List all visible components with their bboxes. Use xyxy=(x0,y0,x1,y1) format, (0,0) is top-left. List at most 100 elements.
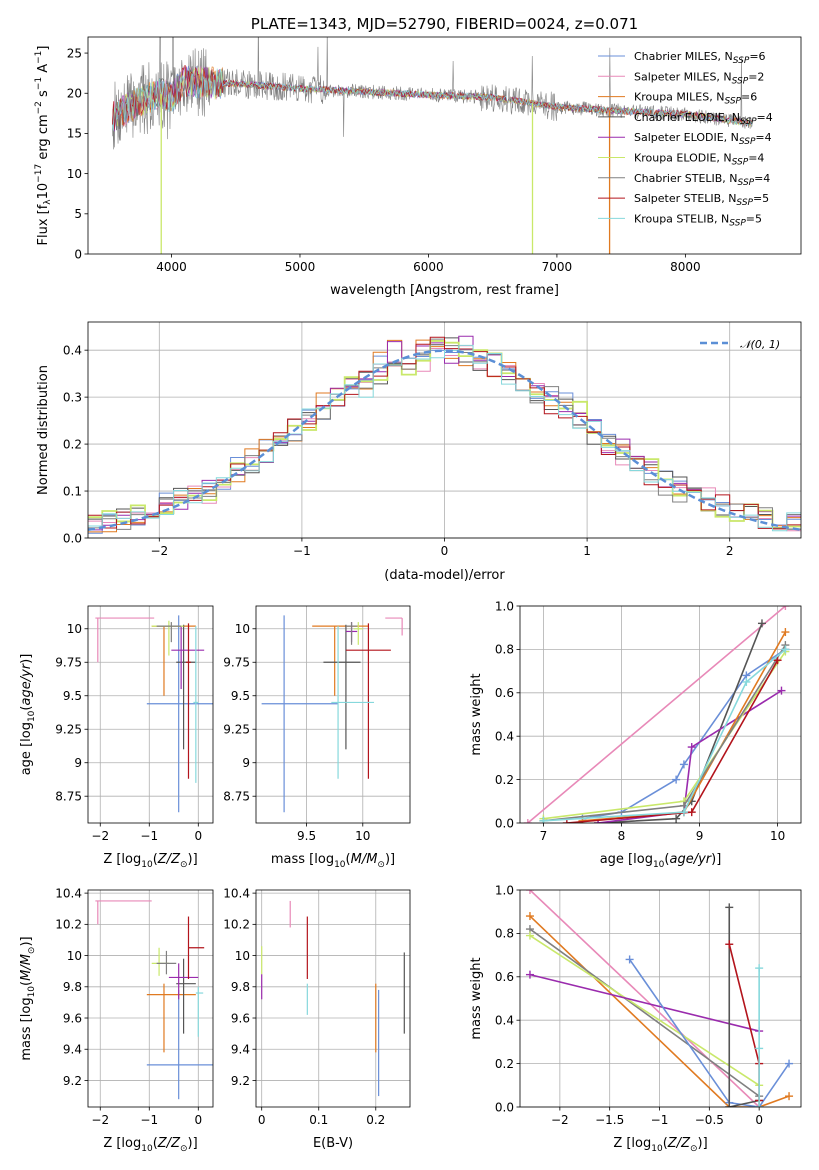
label-part: −17 xyxy=(34,164,44,183)
weight-line xyxy=(529,890,760,1107)
x-tick-label: 0 xyxy=(194,829,202,843)
y-tick-label: 10 xyxy=(67,949,82,963)
axes-residuals: −2 −1 0 1 2 0.0 0.1 0.2 0.3 0.4 (data-model)/error… xyxy=(36,321,802,583)
label-part: mass [log xyxy=(19,997,34,1060)
weight-line xyxy=(527,606,786,823)
label-part: ( xyxy=(19,706,34,711)
weight-line xyxy=(628,958,790,1107)
label-part: =4 xyxy=(755,131,771,144)
label-part: ⊙ xyxy=(690,1144,698,1154)
label-part: SSP xyxy=(732,158,749,168)
label-part: ( xyxy=(663,1136,668,1151)
y-tick-label: 10.4 xyxy=(55,886,82,900)
label-part: −1 xyxy=(34,77,44,90)
x-tick-label: −2 xyxy=(91,829,109,843)
label-part: Z [log xyxy=(103,852,141,867)
label-part: =4 xyxy=(754,172,770,185)
y-tick-label: 0.2 xyxy=(495,1057,514,1071)
x-tick-label: 5000 xyxy=(285,260,316,274)
y-tick-label: 0.0 xyxy=(63,531,82,545)
label-part: Salpeter MILES, N xyxy=(634,70,732,83)
label-part: SSP xyxy=(736,198,753,208)
x-axis-label: age [log10(age/yr)] xyxy=(600,852,722,870)
weight-line xyxy=(582,631,787,822)
label-part: SSP xyxy=(740,117,757,127)
label-part: 10 xyxy=(27,710,37,722)
label-part: Z/Z xyxy=(157,1136,181,1151)
y-axis-label: mass weight xyxy=(469,673,484,755)
label-part: age [log xyxy=(600,852,653,867)
x-tick-label: 8000 xyxy=(670,260,701,274)
label-part: s xyxy=(36,90,51,101)
label-part: 10 xyxy=(141,860,153,870)
y-tick-label: 9.25 xyxy=(223,723,250,737)
y-tick-label: 10 xyxy=(67,167,82,181)
x-axis-label: mass [log10(M/M⊙)] xyxy=(271,852,395,870)
y-tick-label: 9.2 xyxy=(63,1074,82,1088)
y-axis-label: age [log10(age/yr)] xyxy=(19,654,37,776)
y-tick-label: 1.0 xyxy=(495,599,514,613)
plot-area xyxy=(261,900,405,1097)
y-tick-label: 0.0 xyxy=(495,1100,514,1114)
x-tick-label: −1 xyxy=(140,1113,158,1127)
x-tick-label: −1 xyxy=(140,829,158,843)
label-part: −1 xyxy=(34,51,44,64)
label-part: age/yr xyxy=(669,852,712,867)
y-tick-label: 9.2 xyxy=(231,1074,250,1088)
legend-label: Salpeter STELIB, NSSP=5 xyxy=(634,192,769,208)
label-part: ( xyxy=(19,981,34,986)
y-tick-label: 9.4 xyxy=(63,1043,82,1057)
residual-histogram xyxy=(88,336,801,530)
label-part: λ xyxy=(43,199,53,205)
label-part: ( xyxy=(664,852,669,867)
legend-label: Salpeter MILES, NSSP=2 xyxy=(634,70,764,86)
label-part: ⊙ xyxy=(27,947,37,955)
axes-frame xyxy=(87,36,802,255)
label-part: 10 xyxy=(141,1144,153,1154)
label-part: Kroupa MILES, N xyxy=(634,91,724,104)
y-tick-label: 0.6 xyxy=(495,686,514,700)
y-tick-label: 9.75 xyxy=(223,656,250,670)
label-part: E(B-V) xyxy=(313,1136,353,1151)
label-part: Flux [f xyxy=(36,204,51,245)
weight-line xyxy=(529,973,760,1032)
label-part: )] xyxy=(711,852,721,867)
x-axis-label: (data-model)/error xyxy=(384,568,505,583)
legend-label: Kroupa MILES, NSSP=6 xyxy=(634,91,757,107)
label-part: age [log xyxy=(19,722,34,775)
y-tick-label: 10 xyxy=(235,949,250,963)
label-part: )] xyxy=(188,852,198,867)
label-part: M/M xyxy=(351,852,378,867)
label-part: SSP xyxy=(732,76,749,86)
weight-line xyxy=(728,907,760,1107)
y-tick-label: 10.2 xyxy=(223,918,250,932)
model-spectrum xyxy=(112,68,753,131)
plot-area xyxy=(112,37,753,254)
plot-area xyxy=(261,615,403,813)
label-part: =4 xyxy=(748,152,764,165)
label-part: Z [log xyxy=(613,1136,651,1151)
label-part: mass [log xyxy=(271,852,334,867)
plot-area xyxy=(523,606,790,823)
y-tick-label: 9.6 xyxy=(63,1011,82,1025)
legend-label: Chabrier ELODIE, NSSP=4 xyxy=(634,111,773,127)
axes-mass-vs-ebv: 0 0.1 0.2 9.2 9.4 9.6 9.8 10 10.2 10.4 E(B-V) xyxy=(223,886,411,1151)
label-part: M/M xyxy=(19,954,34,981)
plot-area xyxy=(95,900,213,1100)
x-tick-label: 7000 xyxy=(542,260,573,274)
axes-weight-vs-Z: −2 −1.5 −1 −0.5 0 0.0 0.2 0.4 0.6 0.8 1.0 Z [log10(… xyxy=(469,883,802,1154)
y-tick-label: 0.0 xyxy=(495,816,514,830)
x-tick-label: −1.5 xyxy=(595,1113,624,1127)
label-part: SSP xyxy=(724,97,741,107)
label-part: Kroupa STELIB, N xyxy=(634,212,729,225)
x-tick-label: 10 xyxy=(770,829,785,843)
y-tick-label: 20 xyxy=(67,87,82,101)
label-part: A xyxy=(36,64,51,77)
x-tick-label: 10 xyxy=(355,829,370,843)
y-tick-label: 9.25 xyxy=(55,723,82,737)
label-part: age/yr xyxy=(19,662,34,705)
x-axis-label: Z [log10(Z/Z⊙)] xyxy=(103,1136,197,1154)
